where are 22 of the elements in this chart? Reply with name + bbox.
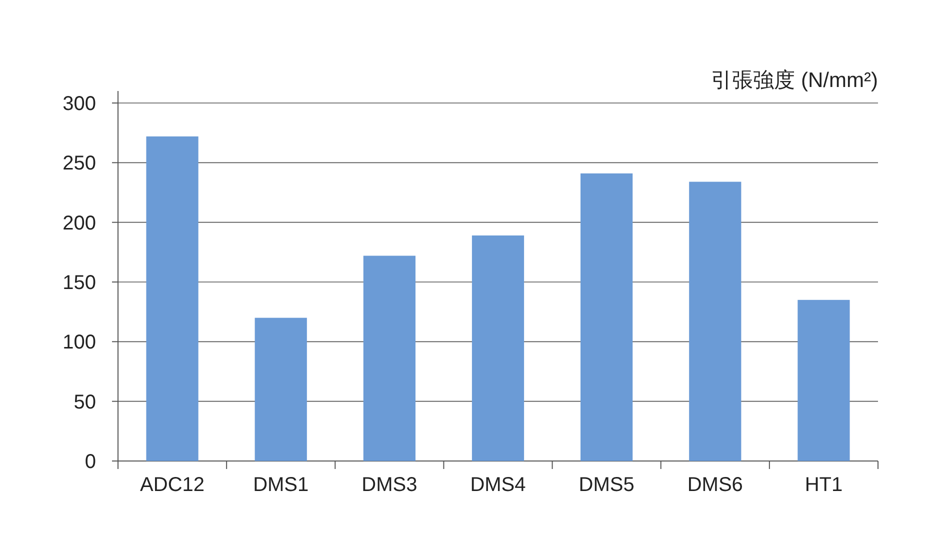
y-axis-title: 引張強度 (N/mm²) — [711, 69, 878, 92]
x-tick-label: DMS3 — [362, 474, 418, 496]
x-tick-label: ADC12 — [140, 474, 205, 496]
x-tick-label: DMS5 — [578, 474, 634, 496]
y-tick-label: 250 — [62, 152, 96, 175]
bar — [472, 235, 524, 461]
y-tick-label: 300 — [62, 93, 96, 115]
y-tick-label: 100 — [62, 332, 96, 354]
x-tick-label: DMS4 — [470, 474, 526, 496]
x-tick-label: HT1 — [804, 474, 843, 496]
bar — [363, 256, 416, 461]
bar — [689, 182, 742, 461]
bar — [580, 173, 633, 461]
y-tick-label: 0 — [84, 451, 96, 473]
y-tick-label: 50 — [74, 391, 96, 414]
bar — [254, 318, 307, 461]
x-tick-label: DMS1 — [253, 474, 309, 496]
y-tick-label: 150 — [62, 272, 96, 294]
bar — [798, 300, 850, 461]
x-tick-label: DMS6 — [687, 474, 743, 496]
y-tick-label: 200 — [62, 212, 96, 234]
bar — [146, 136, 198, 461]
